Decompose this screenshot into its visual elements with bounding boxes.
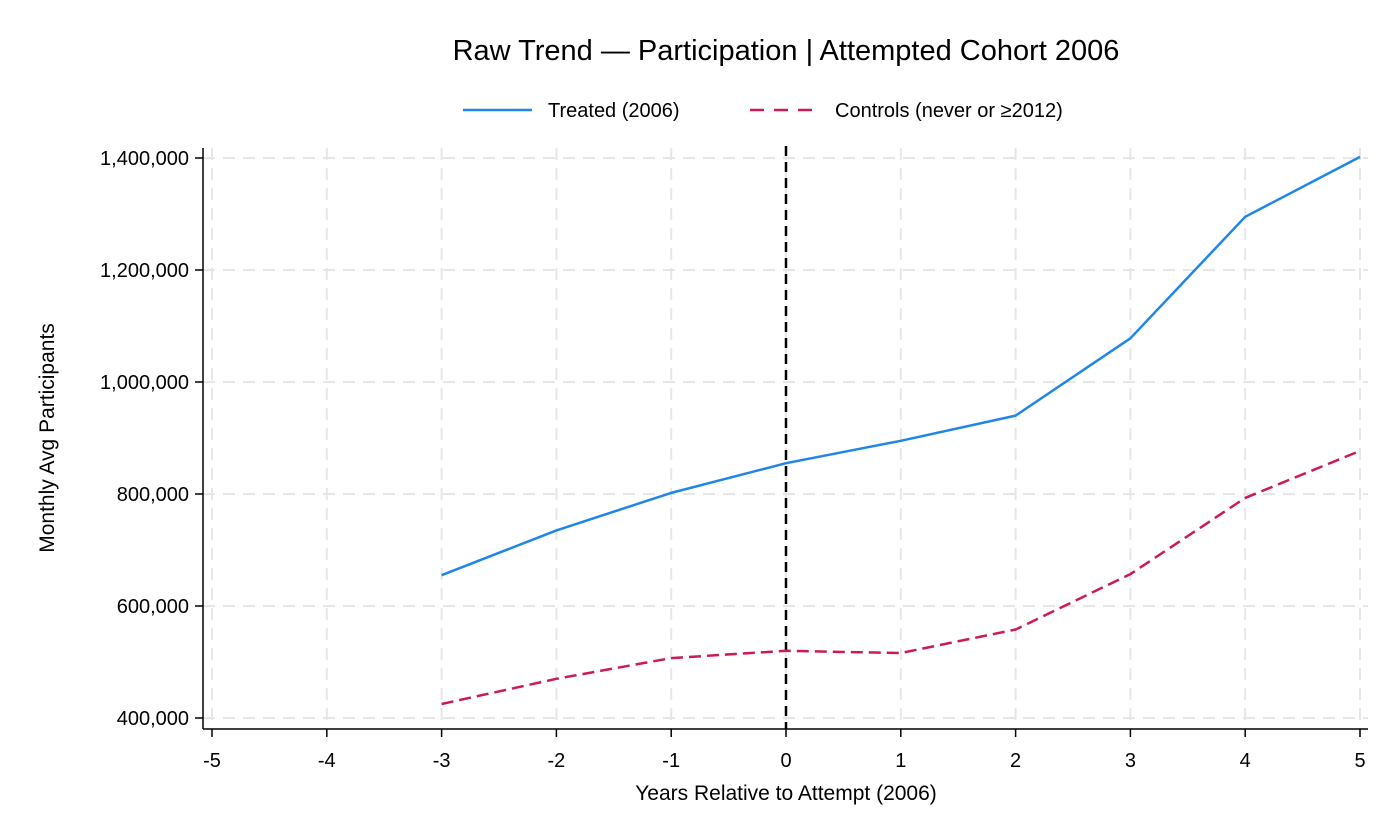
x-tick-label: -1 — [662, 750, 680, 772]
y-tick-label: 1,000,000 — [100, 372, 189, 394]
chart-title: Raw Trend — Participation | Attempted Co… — [453, 35, 1120, 67]
x-axis-label: Years Relative to Attempt (2006) — [635, 782, 937, 805]
x-tick-label: 3 — [1125, 750, 1136, 772]
x-tick-label: 2 — [1010, 750, 1021, 772]
x-tick-label: 5 — [1354, 750, 1365, 772]
y-tick-label: 1,200,000 — [100, 260, 189, 282]
x-tick-label: -3 — [433, 750, 451, 772]
x-tick-labels: -5 -4 -3 -2 -1 0 1 2 3 4 5 — [203, 729, 1366, 772]
x-tick-label: 1 — [895, 750, 906, 772]
y-tick-label: 400,000 — [117, 708, 189, 730]
y-tick-label: 800,000 — [117, 484, 189, 506]
y-axis-label: Monthly Avg Participants — [36, 323, 59, 553]
x-tick-label: -2 — [548, 750, 566, 772]
series-group — [441, 155, 1361, 706]
legend-label: Controls (never or ≥2012) — [835, 100, 1063, 122]
y-tick-label: 600,000 — [117, 596, 189, 618]
series-line-controls — [441, 449, 1361, 706]
x-tick-label: -5 — [203, 750, 221, 772]
series-line-treated — [441, 155, 1361, 577]
y-tick-label: 1,400,000 — [100, 148, 189, 170]
x-tick-label: -4 — [318, 750, 336, 772]
x-tick-label: 4 — [1240, 750, 1251, 772]
x-tick-label: 0 — [780, 750, 791, 772]
legend-label: Treated (2006) — [548, 100, 680, 122]
y-tick-labels: 400,000 600,000 800,000 1,000,000 1,200,000 1… — [100, 148, 203, 730]
legend: Treated (2006) Controls (never or ≥2012) — [463, 100, 1063, 122]
